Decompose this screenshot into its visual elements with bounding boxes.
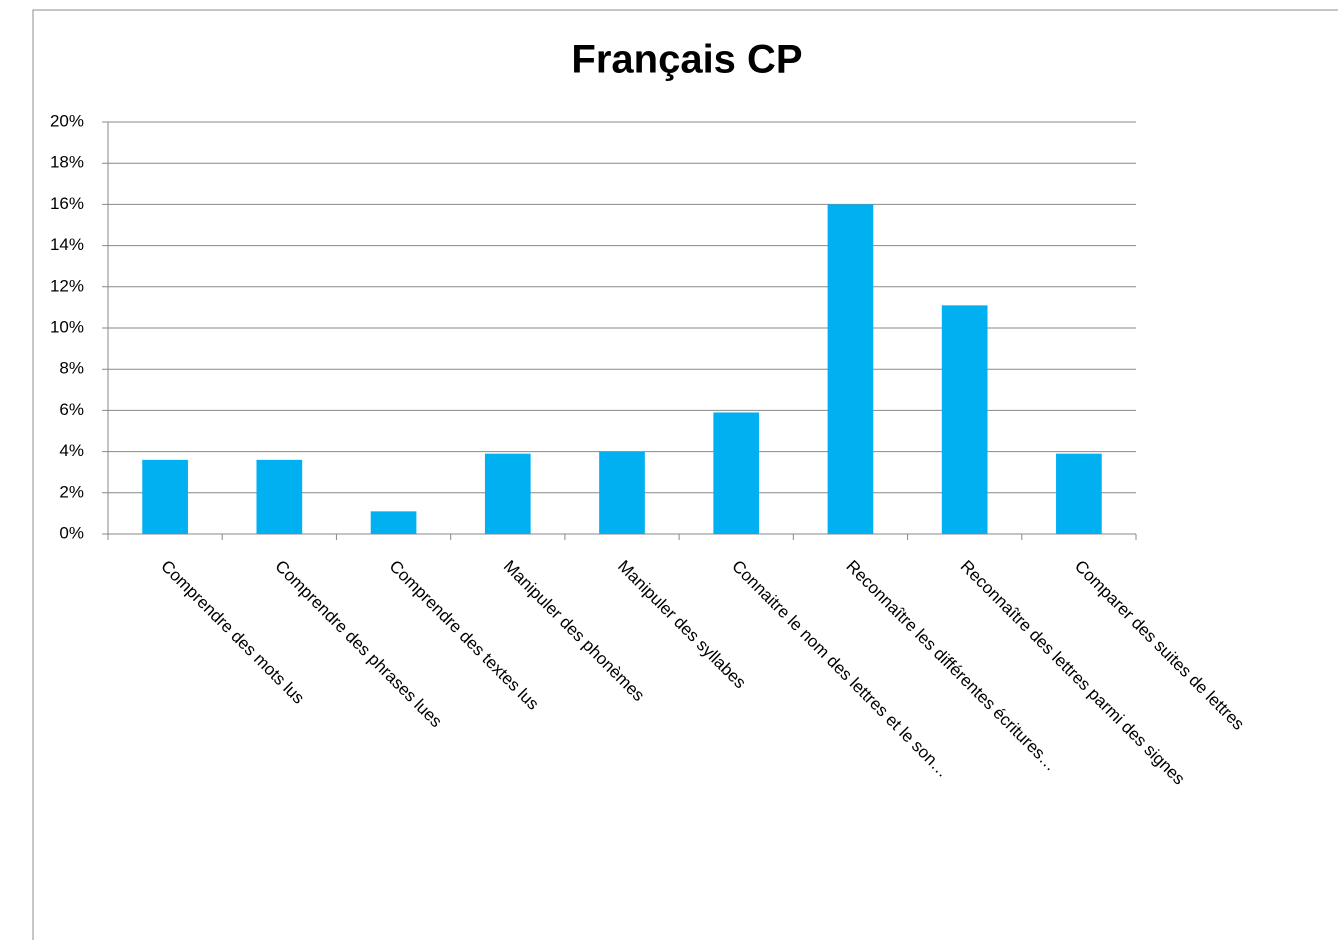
bar <box>256 459 303 534</box>
y-tick-label: 10% <box>50 317 84 336</box>
bar <box>599 451 645 534</box>
bar <box>142 459 188 534</box>
bar <box>370 511 417 534</box>
y-tick-label: 4% <box>59 441 84 460</box>
chart-title: Français CP <box>571 38 802 82</box>
bar <box>941 305 988 534</box>
y-tick-label: 14% <box>50 235 84 254</box>
y-tick-label: 6% <box>59 400 84 419</box>
y-tick-label: 16% <box>50 194 84 213</box>
y-tick-label: 0% <box>59 523 84 542</box>
y-tick-label: 12% <box>50 276 84 295</box>
y-tick-label: 18% <box>50 153 84 172</box>
y-tick-label: 20% <box>50 111 84 130</box>
bar <box>484 453 531 534</box>
chart-border <box>32 9 1338 940</box>
y-tick-label: 8% <box>59 359 84 378</box>
bar <box>827 204 874 534</box>
bar <box>1056 453 1102 534</box>
y-tick-label: 2% <box>59 482 84 501</box>
bar <box>713 412 760 534</box>
